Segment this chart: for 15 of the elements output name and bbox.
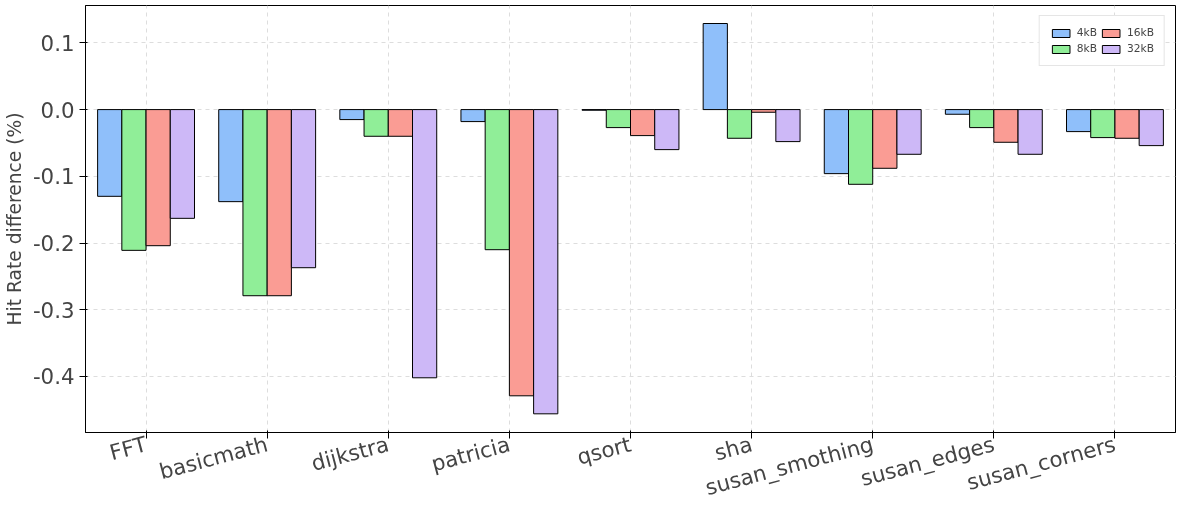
y-tick-label: -0.2 [32, 231, 75, 257]
x-tick-label: FFT [106, 431, 151, 466]
x-tick-label: qsort [574, 431, 634, 470]
y-tick-label: 0.0 [40, 97, 75, 123]
x-tick-label: dijkstra [308, 431, 392, 476]
y-tick-label: -0.4 [32, 364, 75, 390]
legend-label: 4kB [1076, 26, 1097, 39]
legend-label: 8kB [1076, 42, 1097, 55]
legend-label: 16kB [1126, 26, 1154, 39]
y-axis-title: Hit Rate difference (%) [3, 112, 25, 326]
y-tick-label: -0.3 [32, 297, 75, 323]
legend-label: 32kB [1126, 42, 1154, 55]
y-tick-label: 0.1 [40, 30, 75, 56]
y-tick-label: -0.1 [32, 164, 75, 190]
x-tick-label: patricia [428, 431, 513, 477]
